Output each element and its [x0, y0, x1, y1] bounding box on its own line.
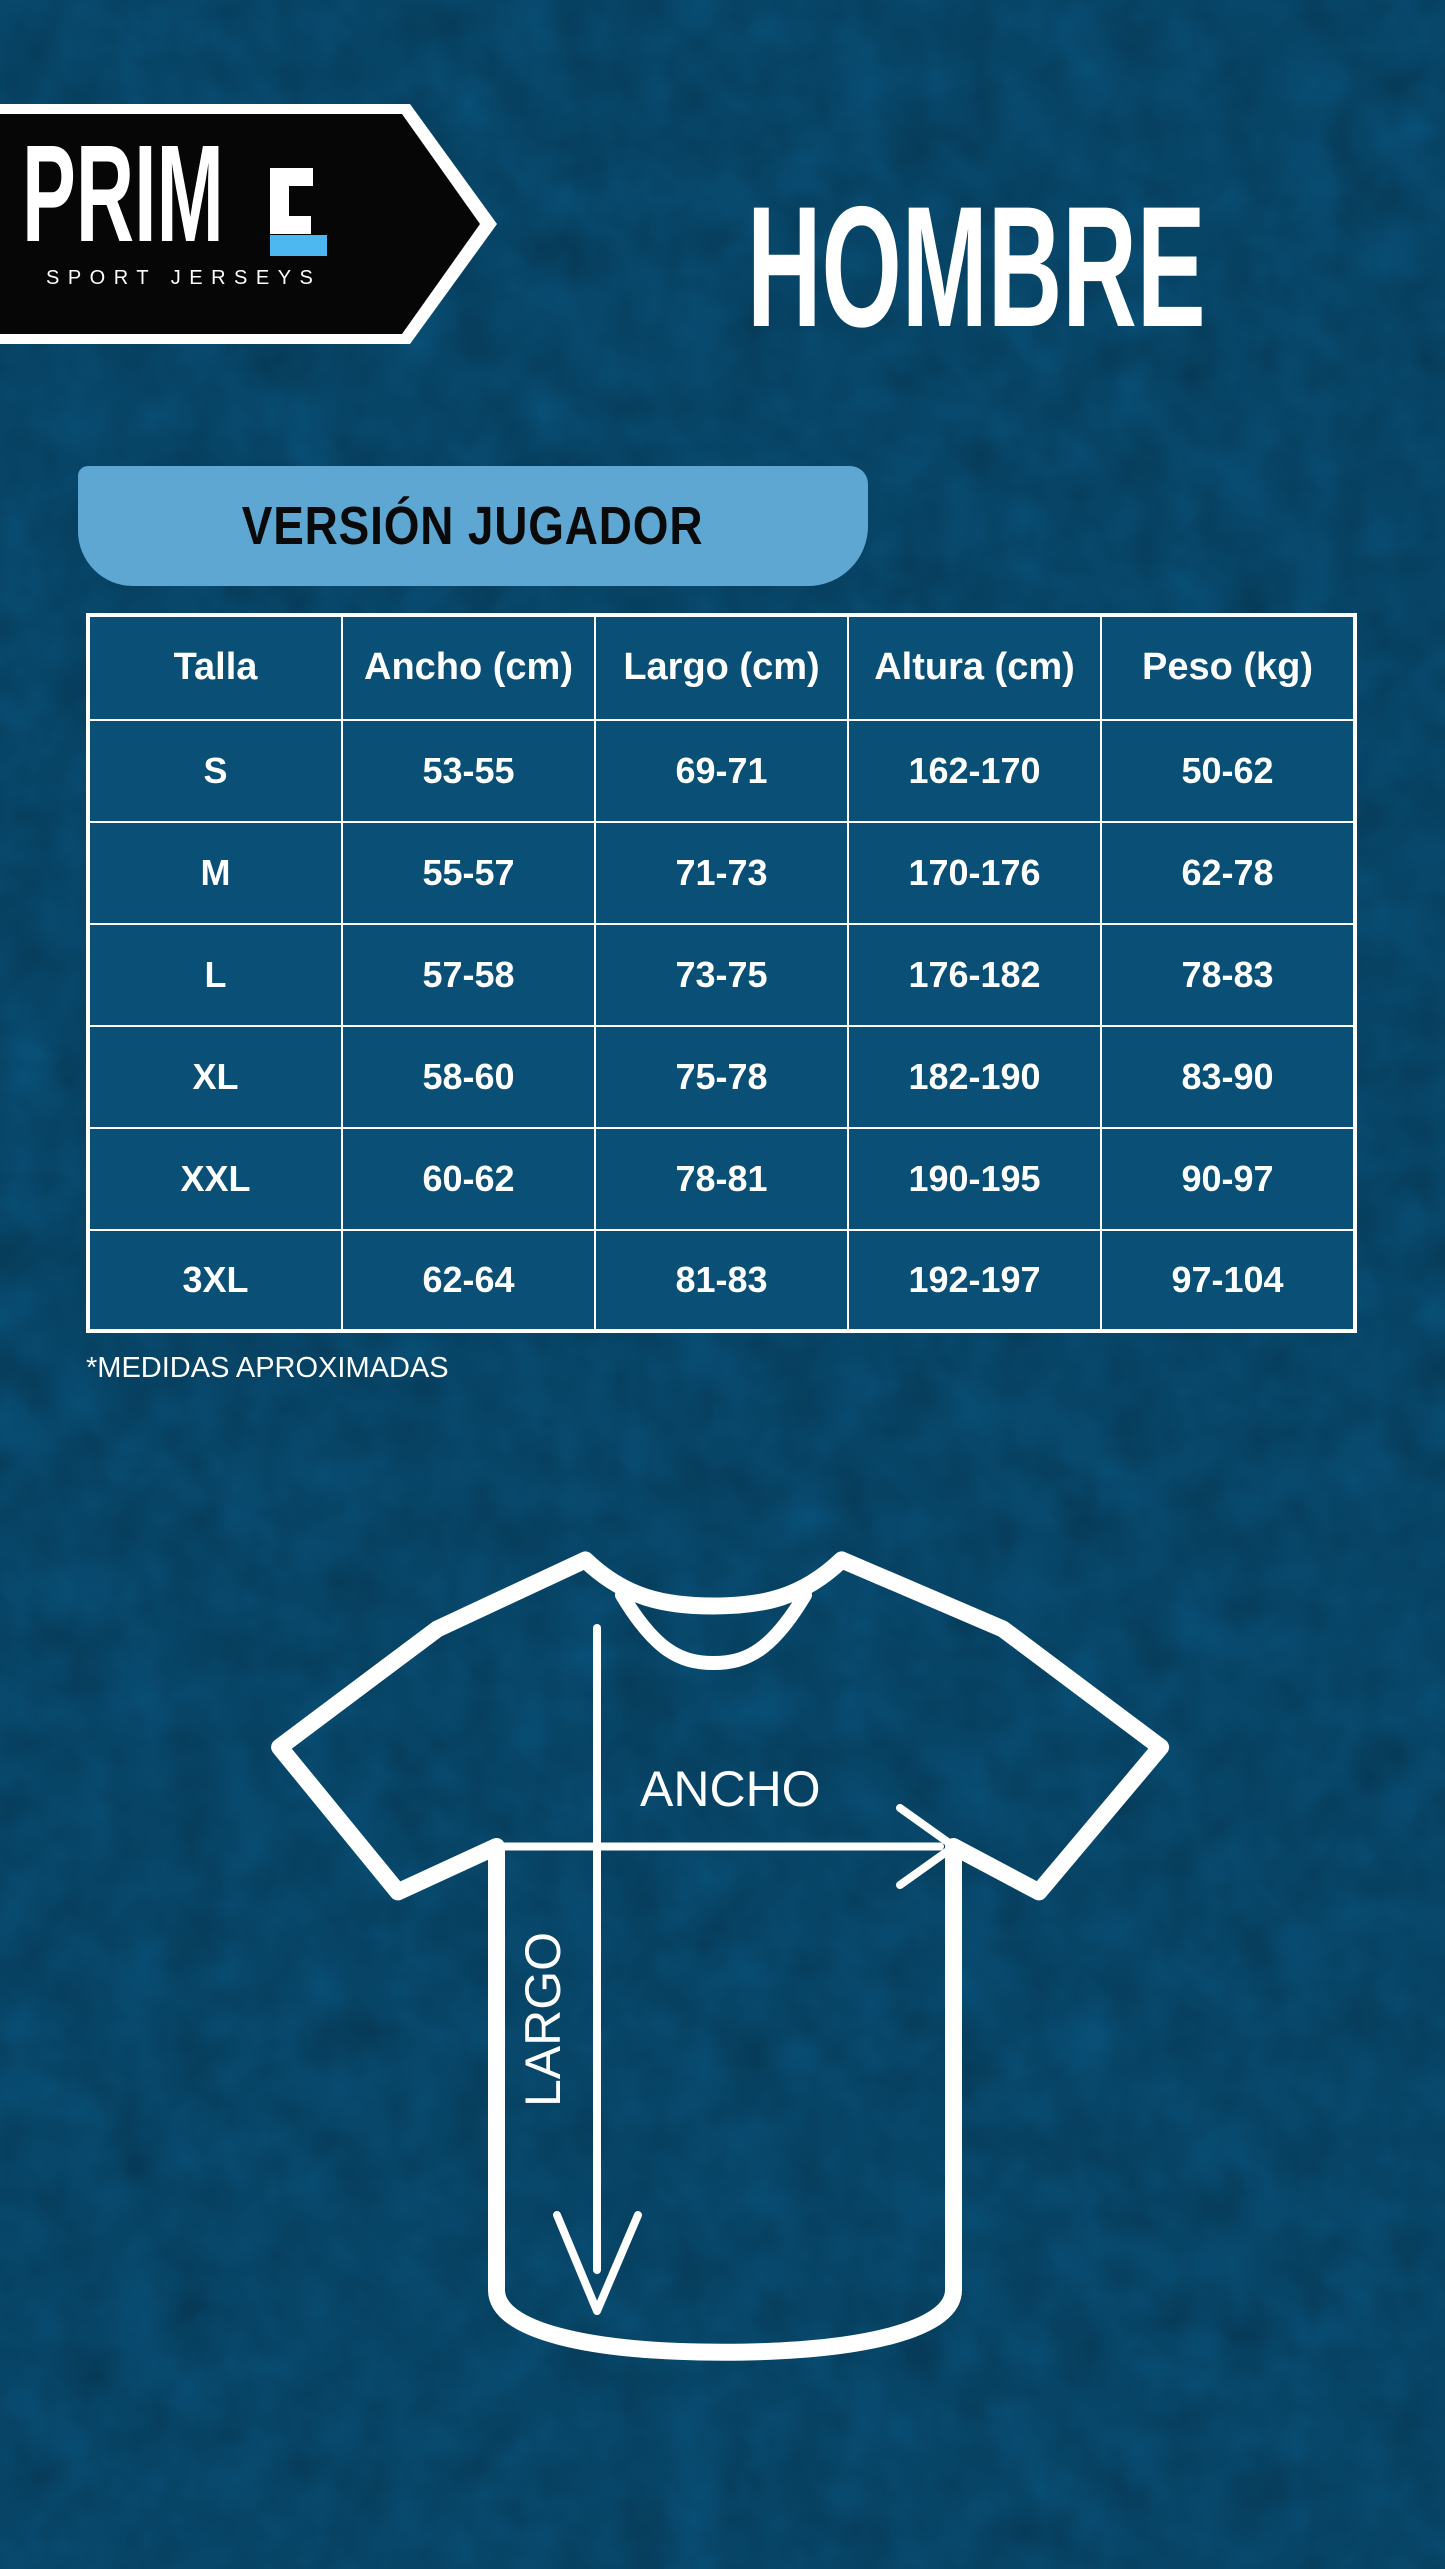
svg-text:ANCHO: ANCHO: [640, 1761, 821, 1817]
svg-text:LARGO: LARGO: [515, 1932, 571, 2107]
